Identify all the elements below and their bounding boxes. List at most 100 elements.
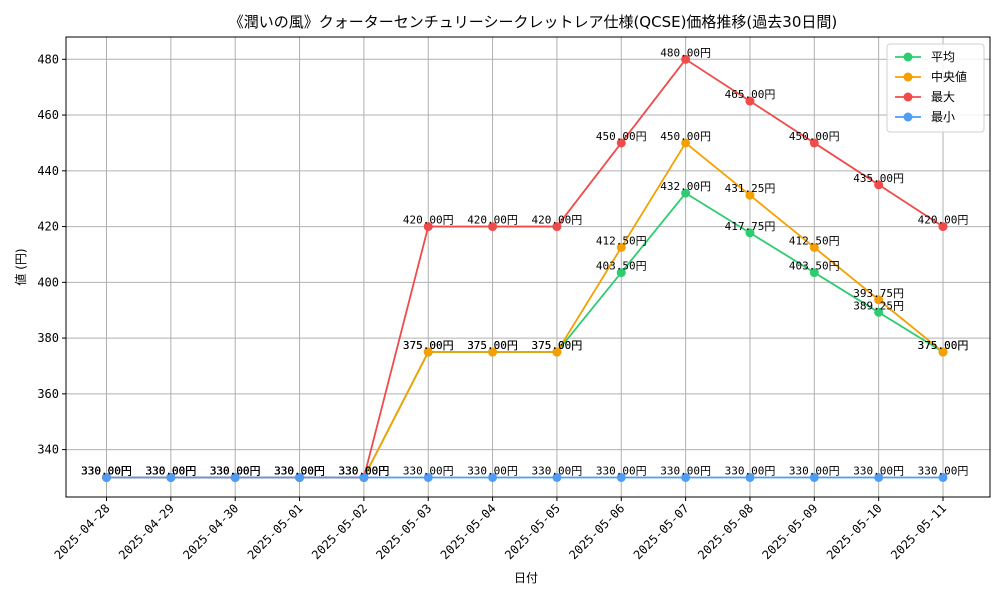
data-label: 330.00円 (210, 464, 261, 477)
x-tick-label: 2025-05-06 (566, 501, 627, 562)
data-label: 480.00円 (660, 46, 711, 59)
data-label: 330.00円 (339, 464, 390, 477)
legend-swatch-marker (903, 92, 913, 102)
data-label: 330.00円 (210, 464, 261, 477)
y-tick-label: 360 (37, 387, 59, 401)
data-point (488, 222, 498, 232)
data-point (552, 222, 562, 232)
data-label: 330.00円 (145, 464, 196, 477)
legend-label: 中央値 (931, 69, 967, 84)
data-label: 450.00円 (660, 130, 711, 143)
y-tick-label: 340 (37, 443, 59, 457)
data-label: 330.00円 (145, 464, 196, 477)
data-label: 417.75円 (725, 220, 776, 233)
data-point (488, 347, 498, 357)
series-line (106, 141, 944, 479)
y-tick-label: 480 (37, 52, 59, 66)
data-label: 375.00円 (467, 339, 518, 352)
data-label: 412.50円 (789, 234, 840, 247)
data-label: 330.00円 (789, 464, 840, 477)
data-point (423, 472, 433, 482)
data-label: 412.50円 (596, 234, 647, 247)
series-group (102, 54, 948, 482)
x-tick-label: 2025-05-01 (245, 501, 306, 562)
data-point (616, 242, 626, 252)
plot-area-frame (65, 36, 991, 498)
data-label: 403.50円 (596, 260, 647, 273)
data-label: 435.00円 (853, 172, 904, 185)
legend-swatch-marker (903, 72, 913, 82)
data-point (552, 347, 562, 357)
data-point (681, 188, 691, 198)
legend-label: 最小 (931, 110, 955, 124)
x-tick-label: 2025-05-08 (695, 501, 756, 562)
data-point (616, 268, 626, 278)
series-3 (102, 472, 948, 482)
data-label: 330.00円 (274, 464, 325, 477)
data-point (874, 295, 884, 305)
y-tick-label: 460 (37, 108, 59, 122)
y-axis-title: 値 (円) (13, 248, 28, 285)
data-label: 450.00円 (789, 130, 840, 143)
data-label: 330.00円 (596, 464, 647, 477)
data-label: 330.00円 (274, 464, 325, 477)
data-point (681, 138, 691, 148)
x-tick-label: 2025-04-30 (180, 501, 241, 562)
legend-label: 平均 (931, 50, 955, 64)
data-point (938, 472, 948, 482)
data-point (681, 472, 691, 482)
data-label: 375.00円 (532, 339, 583, 352)
data-label: 420.00円 (467, 214, 518, 227)
data-label: 375.00円 (403, 339, 454, 352)
data-label: 330.00円 (339, 464, 390, 477)
data-label: 431.25円 (725, 182, 776, 195)
data-point (359, 472, 369, 482)
data-label: 330.00円 (81, 464, 132, 477)
series-0 (102, 188, 948, 482)
data-labels: 330.00円 330.00円 330.00円 330.00円 330.00円 375.0… (81, 46, 968, 477)
x-tick-label: 2025-05-11 (888, 501, 949, 562)
data-label: 375.00円 (918, 339, 969, 352)
data-point (874, 472, 884, 482)
data-label: 330.00円 (145, 464, 196, 477)
legend-box (886, 43, 985, 133)
data-label: 432.00円 (660, 180, 711, 193)
x-tick-label: 2025-05-07 (631, 501, 692, 562)
data-point (874, 307, 884, 317)
data-label: 330.00円 (81, 464, 132, 477)
data-label: 330.00円 (403, 464, 454, 477)
x-tick-label: 2025-05-03 (373, 501, 434, 562)
data-point (423, 347, 433, 357)
data-label: 330.00円 (532, 464, 583, 477)
data-label: 330.00円 (339, 464, 390, 477)
data-label: 420.00円 (403, 214, 454, 227)
legend-swatch-marker (903, 112, 913, 122)
data-point (616, 472, 626, 482)
x-tick-label: 2025-05-05 (502, 501, 563, 562)
x-tick-label: 2025-05-02 (309, 501, 370, 562)
data-point (745, 472, 755, 482)
data-label: 393.75円 (853, 287, 904, 300)
data-label: 330.00円 (274, 464, 325, 477)
data-point (552, 472, 562, 482)
data-label: 330.00円 (725, 464, 776, 477)
x-tick-label: 2025-04-28 (52, 501, 113, 562)
data-label: 465.00円 (725, 88, 776, 101)
y-tick-label: 400 (37, 275, 59, 289)
data-label: 330.00円 (918, 464, 969, 477)
data-label: 420.00円 (532, 214, 583, 227)
x-tick-label: 2025-05-09 (759, 501, 820, 562)
data-point (809, 472, 819, 482)
data-label: 330.00円 (81, 464, 132, 477)
data-point (938, 222, 948, 232)
data-label: 375.00円 (532, 339, 583, 352)
chart-title: 《潤いの風》クォーターセンチュリーシークレットレア仕様(QCSE)価格推移(過去… (229, 13, 837, 31)
data-label: 330.00円 (339, 464, 390, 477)
x-tick-label: 2025-04-29 (116, 501, 177, 562)
data-point (809, 268, 819, 278)
data-label: 330.00円 (210, 464, 261, 477)
data-label: 450.00円 (596, 130, 647, 143)
data-point (809, 138, 819, 148)
data-label: 330.00円 (210, 464, 261, 477)
